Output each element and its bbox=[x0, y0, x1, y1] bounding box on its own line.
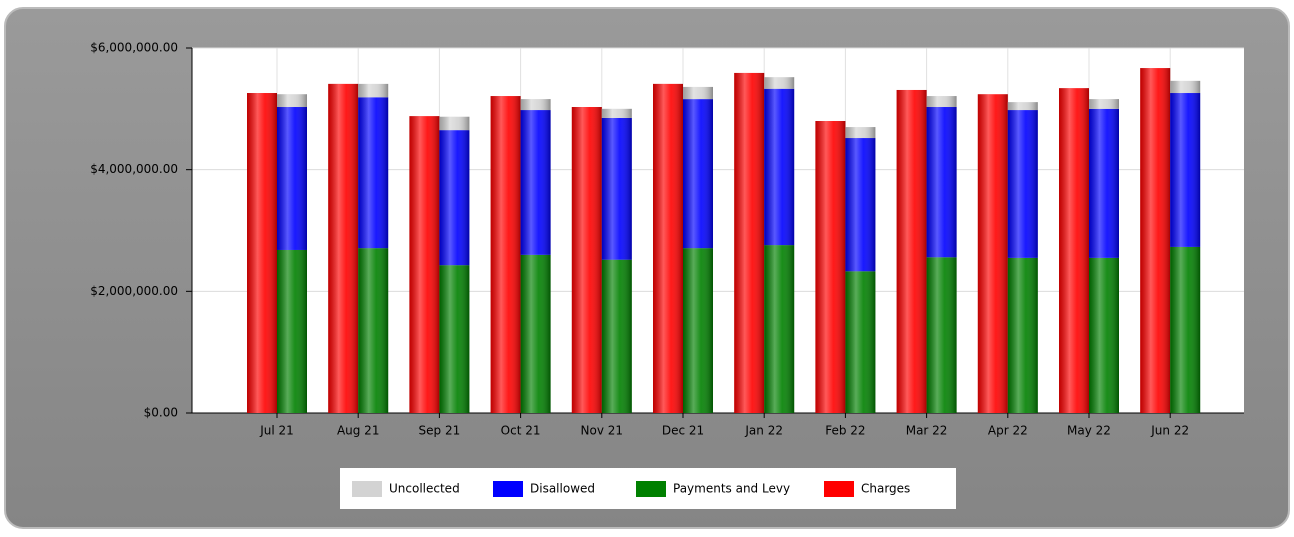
bar-shine bbox=[1059, 88, 1089, 414]
bar-shine bbox=[1007, 102, 1038, 111]
x-tick-label: Mar 22 bbox=[906, 424, 948, 438]
legend-swatch bbox=[636, 481, 666, 497]
bar-shine bbox=[734, 72, 765, 414]
bar-shine bbox=[520, 99, 551, 111]
bar-shine bbox=[358, 97, 389, 249]
x-tick-label: Apr 22 bbox=[988, 424, 1028, 438]
x-tick-label: Nov 21 bbox=[581, 424, 624, 438]
bar-shine bbox=[764, 88, 795, 246]
y-tick-label: $0.00 bbox=[144, 406, 178, 420]
bar-shine bbox=[1140, 68, 1171, 413]
legend-swatch bbox=[352, 481, 382, 497]
bar-shine bbox=[601, 117, 632, 260]
bar-shine bbox=[926, 257, 957, 413]
legend-label: Charges bbox=[861, 482, 910, 496]
bar-shine bbox=[845, 138, 876, 272]
bar-shine bbox=[926, 96, 957, 108]
bar-shine bbox=[490, 96, 521, 413]
x-tick-label: Jun 22 bbox=[1150, 424, 1189, 438]
x-tick-label: Aug 21 bbox=[337, 424, 380, 438]
y-tick-label: $6,000,000.00 bbox=[90, 41, 178, 55]
x-tick-label: Oct 21 bbox=[501, 424, 541, 438]
bar-shine bbox=[328, 83, 359, 414]
bar-shine bbox=[1170, 93, 1201, 247]
legend-swatch bbox=[493, 481, 523, 497]
bar-shine bbox=[601, 259, 632, 413]
x-tick-label: Jul 21 bbox=[259, 424, 294, 438]
bar-shine bbox=[1089, 99, 1119, 109]
bar-shine bbox=[1089, 257, 1119, 413]
bar-shine bbox=[1170, 246, 1201, 413]
bar-shine bbox=[439, 130, 470, 266]
bar-shine bbox=[683, 248, 713, 413]
y-tick-label: $4,000,000.00 bbox=[90, 162, 178, 176]
x-tick-label: May 22 bbox=[1067, 424, 1111, 438]
bar-shine bbox=[683, 99, 713, 249]
x-tick-label: Jan 22 bbox=[744, 424, 783, 438]
x-tick-label: Feb 22 bbox=[825, 424, 865, 438]
bar-shine bbox=[845, 271, 876, 413]
y-tick-label: $2,000,000.00 bbox=[90, 284, 178, 298]
legend-swatch bbox=[824, 481, 854, 497]
x-tick-label: Sep 21 bbox=[419, 424, 461, 438]
bar-shine bbox=[683, 86, 713, 100]
legend-label: Disallowed bbox=[530, 482, 595, 496]
bar-shine bbox=[439, 116, 470, 131]
x-tick-label: Dec 21 bbox=[662, 424, 704, 438]
bar-shine bbox=[520, 254, 551, 413]
bar-shine bbox=[277, 249, 307, 413]
bar-shine bbox=[845, 127, 876, 139]
bar-shine bbox=[439, 265, 470, 413]
bar-shine bbox=[277, 107, 307, 250]
bar-shine bbox=[815, 121, 846, 413]
bar-shine bbox=[764, 77, 795, 89]
legend-label: Payments and Levy bbox=[673, 482, 790, 496]
bar-shine bbox=[1089, 108, 1119, 258]
bar-shine bbox=[1170, 80, 1201, 94]
bar-shine bbox=[358, 83, 389, 98]
bar-shine bbox=[1007, 110, 1038, 258]
legend-label: Uncollected bbox=[389, 482, 460, 496]
bar-shine bbox=[977, 94, 1008, 413]
bar-shine bbox=[571, 107, 602, 413]
bar-shine bbox=[896, 89, 927, 413]
bar-shine bbox=[409, 116, 440, 413]
bar-shine bbox=[926, 107, 957, 258]
bar-shine bbox=[601, 108, 632, 118]
bar-shine bbox=[653, 83, 683, 414]
bar-shine bbox=[277, 94, 307, 108]
bar-shine bbox=[358, 248, 389, 413]
bar-shine bbox=[520, 110, 551, 255]
bar-shine bbox=[247, 93, 277, 414]
bar-shine bbox=[1007, 257, 1038, 413]
bar-shine bbox=[764, 245, 795, 413]
